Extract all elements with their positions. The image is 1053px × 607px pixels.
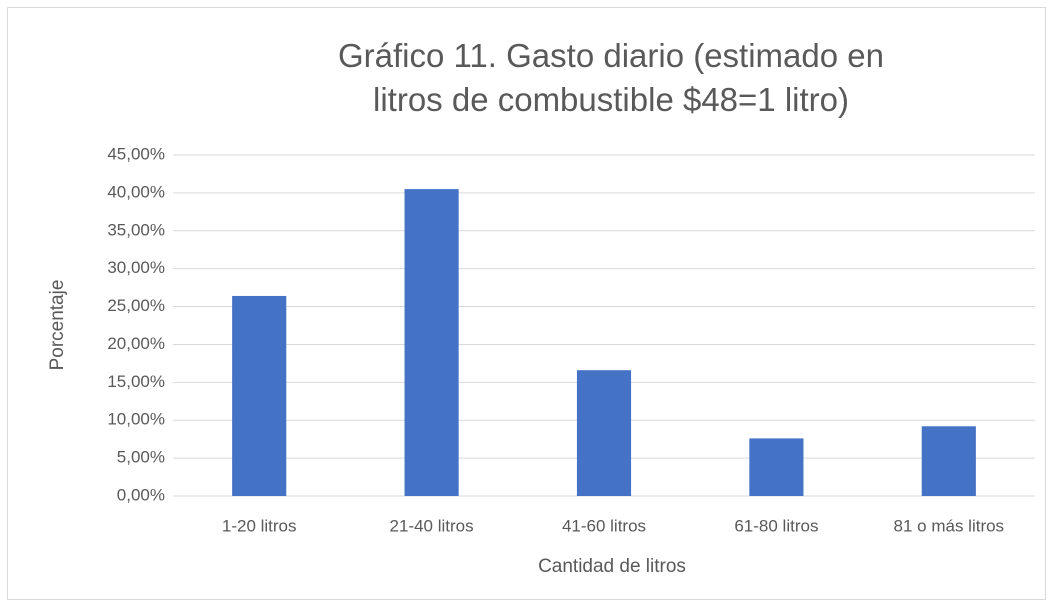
y-tick-label: 30,00% (107, 258, 165, 277)
y-axis-title: Porcentaje (47, 280, 68, 371)
y-tick-label: 5,00% (117, 448, 165, 467)
bar (404, 189, 459, 496)
y-tick-label: 40,00% (107, 182, 165, 201)
y-tick-label: 25,00% (107, 296, 165, 315)
x-tick-label: 21-40 litros (390, 516, 474, 535)
y-tick-label: 45,00% (107, 144, 165, 163)
y-tick-label: 35,00% (107, 220, 165, 239)
chart-border (7, 7, 1046, 600)
bar (749, 438, 804, 496)
x-tick-label: 81 o más litros (894, 516, 1005, 535)
bar (921, 426, 976, 496)
y-tick-label: 15,00% (107, 372, 165, 391)
y-tick-label: 10,00% (107, 410, 165, 429)
chart-title: Gráfico 11. Gasto diario (estimado en li… (338, 37, 884, 118)
bar (232, 295, 287, 496)
x-axis-title: Cantidad de litros (538, 556, 686, 577)
x-tick-label: 61-80 litros (734, 516, 818, 535)
x-tick-label: 41-60 litros (562, 516, 646, 535)
bar (576, 370, 632, 496)
y-tick-label: 0,00% (117, 485, 165, 504)
y-tick-label: 20,00% (107, 334, 165, 353)
x-tick-label: 1-20 litros (222, 516, 297, 535)
